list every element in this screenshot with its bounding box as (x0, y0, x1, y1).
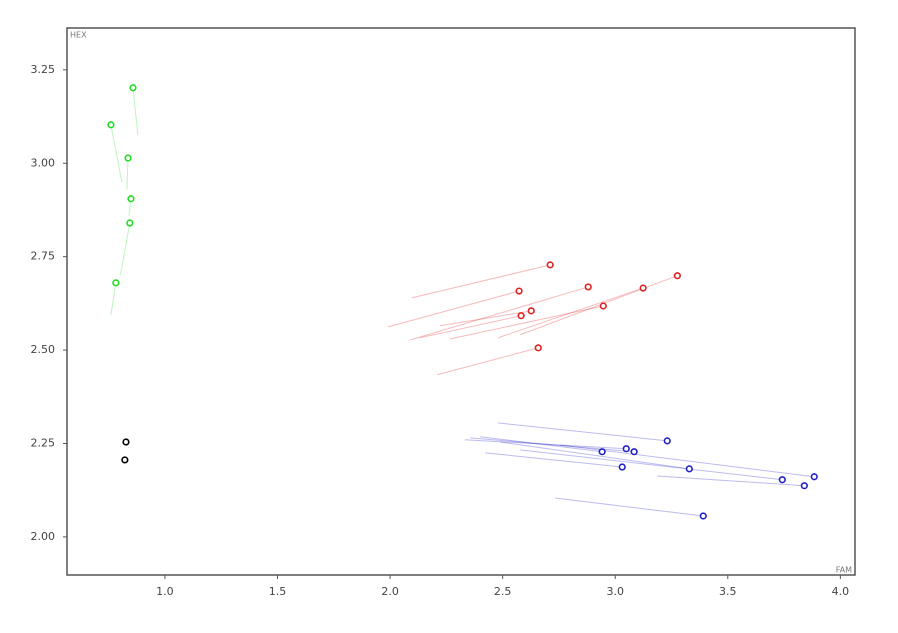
trail (409, 286, 589, 341)
point (599, 302, 607, 310)
trail (437, 347, 539, 376)
point (639, 284, 647, 292)
trail (126, 158, 129, 190)
plot-area (66, 27, 856, 576)
trail (450, 305, 604, 340)
point (129, 84, 137, 92)
trail (485, 452, 623, 468)
point (121, 456, 129, 464)
trail (419, 315, 522, 339)
point (622, 445, 630, 453)
point (127, 195, 135, 203)
point (663, 437, 671, 445)
x-tick-label: 2.0 (381, 585, 399, 598)
trail (657, 475, 805, 487)
point (685, 465, 693, 473)
point (584, 283, 592, 291)
point (630, 448, 638, 456)
point (699, 512, 707, 520)
trail (132, 87, 139, 136)
point (618, 463, 626, 471)
y-tick-label: 3.00 (31, 156, 56, 169)
x-tick-label: 4.0 (832, 585, 850, 598)
x-axis-label: FAM (836, 566, 852, 575)
x-tick-label: 1.0 (156, 585, 174, 598)
trail (500, 441, 690, 470)
trail (110, 124, 123, 183)
trail (520, 275, 678, 336)
point (515, 287, 523, 295)
y-axis-label: HEX (70, 31, 87, 40)
trail (119, 222, 131, 276)
point (124, 154, 132, 162)
y-tick-label: 2.50 (31, 343, 56, 356)
trail (439, 310, 532, 327)
point (534, 344, 542, 352)
point (107, 121, 115, 129)
trail (412, 264, 551, 299)
y-tick-label: 2.75 (31, 250, 56, 263)
x-tick-label: 3.0 (606, 585, 624, 598)
x-tick-label: 1.5 (269, 585, 287, 598)
point (527, 307, 535, 315)
trail (470, 437, 635, 453)
trail (465, 439, 627, 450)
point (517, 312, 525, 320)
point (673, 272, 681, 280)
point (546, 261, 554, 269)
point (810, 473, 818, 481)
x-tick-label: 2.5 (494, 585, 512, 598)
y-tick-label: 2.00 (31, 530, 56, 543)
point (800, 482, 808, 490)
trail (497, 287, 644, 339)
trail (498, 422, 668, 442)
point (126, 219, 134, 227)
x-tick-label: 3.5 (719, 585, 737, 598)
trail (480, 436, 603, 453)
y-tick-label: 3.25 (31, 63, 56, 76)
point (598, 448, 606, 456)
trail (520, 449, 783, 481)
point (112, 279, 120, 287)
trail (555, 497, 704, 517)
trail (387, 290, 520, 328)
point (122, 438, 130, 446)
y-tick-label: 2.25 (31, 436, 56, 449)
trail (110, 282, 117, 316)
point (778, 476, 786, 484)
